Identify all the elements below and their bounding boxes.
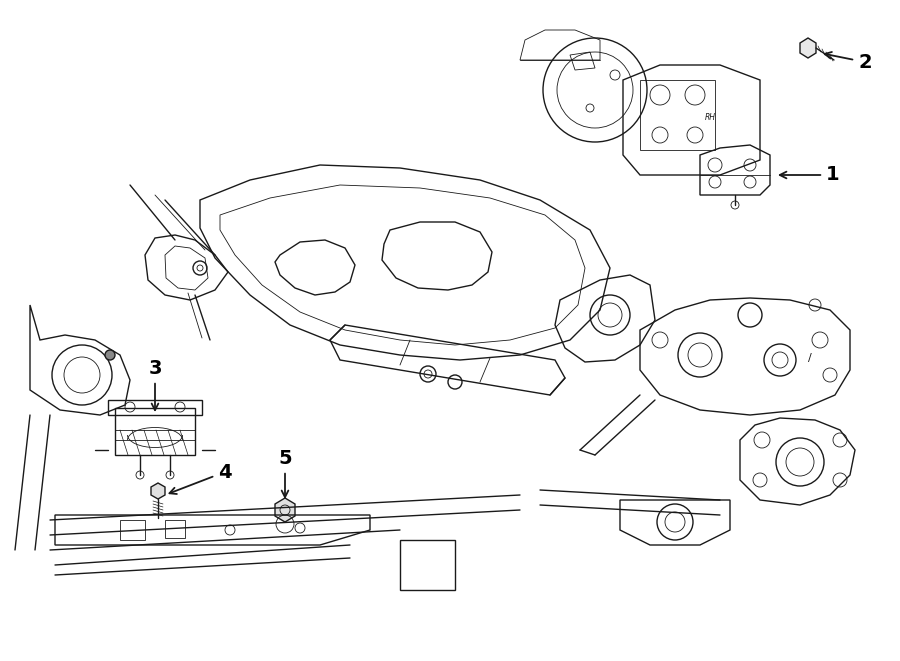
Text: RH: RH — [705, 114, 716, 122]
Text: 4: 4 — [169, 463, 231, 494]
Polygon shape — [275, 498, 295, 522]
Text: 2: 2 — [824, 52, 871, 71]
Circle shape — [105, 350, 115, 360]
Text: 3: 3 — [148, 359, 162, 410]
Text: /: / — [808, 353, 812, 363]
Text: 5: 5 — [278, 449, 292, 497]
Text: 1: 1 — [779, 165, 840, 184]
Polygon shape — [151, 483, 165, 499]
Polygon shape — [800, 38, 816, 58]
